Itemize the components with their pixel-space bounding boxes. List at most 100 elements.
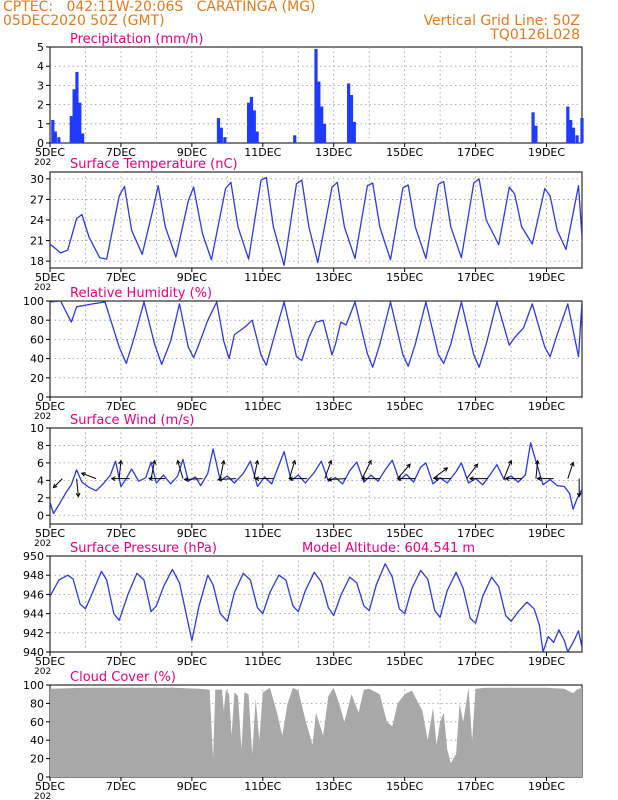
- precip-bar: [219, 127, 223, 143]
- precip-bar: [51, 119, 55, 143]
- precip-bar: [78, 102, 82, 143]
- wind-arrow: [177, 460, 184, 479]
- y-tick-label: 10: [30, 422, 44, 435]
- wind-arrow: [218, 478, 237, 481]
- panel-temp: 18 21 24 27 30 5DEC 7DEC 9DEC 11DEC 13DEC 15DEC 17D…: [30, 157, 583, 293]
- wind-arrow-head: [367, 459, 372, 465]
- precip-bar: [69, 116, 73, 143]
- wind-arrow-head: [254, 476, 260, 481]
- wind-arrow-head: [433, 476, 439, 481]
- y-tick-label: 20: [30, 372, 44, 385]
- x-year-label: 202: [34, 283, 51, 293]
- x-tick-label: 11DEC: [244, 780, 281, 793]
- x-tick-label: 13DEC: [315, 527, 352, 540]
- wind-arrow-head: [151, 459, 157, 465]
- precip-bar: [53, 131, 57, 143]
- x-tick-label: 9DEC: [177, 527, 207, 540]
- forecast-run-label: 05DEC2020 50Z (GMT): [3, 13, 165, 29]
- y-tick-label: 948: [23, 569, 44, 582]
- panel-frame: [49, 427, 583, 525]
- x-tick-label: 7DEC: [106, 655, 136, 668]
- temp-series-line: [50, 176, 582, 266]
- x-tick-label: 5DEC: [35, 271, 65, 284]
- x-tick-label: 7DEC: [106, 400, 136, 413]
- panel-rh: 0 20 40 60 80 100 5DEC 7DEC 9DEC 11DEC 13DEC 15DEC 1…: [23, 286, 583, 422]
- precip-bar: [293, 135, 297, 143]
- y-tick-label: 80: [30, 697, 44, 710]
- x-year-label: 202: [34, 792, 51, 800]
- pressure-series-line: [50, 563, 582, 652]
- y-tick-label: 40: [30, 353, 44, 366]
- y-tick-label: 0: [37, 137, 44, 150]
- precip-bar: [314, 48, 318, 143]
- y-tick-label: 100: [23, 295, 44, 308]
- x-tick-label: 11DEC: [244, 655, 281, 668]
- x-tick-label: 9DEC: [177, 780, 207, 793]
- y-tick-label: 2: [37, 492, 44, 505]
- wind-arrow-head: [327, 459, 333, 465]
- y-tick-label: 24: [30, 214, 44, 227]
- precip-bar: [320, 106, 324, 143]
- x-tick-label: 15DEC: [386, 780, 423, 793]
- y-tick-label: 18: [30, 255, 44, 268]
- y-tick-label: 0: [37, 509, 44, 522]
- x-tick-label: 7DEC: [106, 271, 136, 284]
- precip-bar: [531, 112, 535, 143]
- x-tick-label: 17DEC: [457, 527, 494, 540]
- model-altitude-label: Model Altitude: 604.541 m: [302, 541, 475, 556]
- wind-arrow: [535, 460, 539, 479]
- y-tick-label: 40: [30, 734, 44, 747]
- precip-bar: [349, 95, 354, 143]
- x-tick-label: 15DEC: [386, 400, 423, 413]
- y-tick-label: 4: [37, 60, 44, 73]
- wind-arrow-head: [443, 467, 449, 472]
- x-tick-label: 5DEC: [35, 400, 65, 413]
- x-tick-label: 15DEC: [386, 271, 423, 284]
- wind-arrow-head: [468, 476, 474, 481]
- x-tick-label: 17DEC: [457, 780, 494, 793]
- y-tick-label: 942: [23, 627, 44, 640]
- y-tick-label: 1: [37, 118, 44, 131]
- x-tick-label: 17DEC: [457, 400, 494, 413]
- wind-arrow-head: [148, 476, 153, 481]
- panel-title: Relative Humidity (%): [70, 286, 212, 301]
- panel-title: Cloud Cover (%): [70, 670, 176, 685]
- rh-series-line: [50, 301, 582, 368]
- wind-arrow-head: [176, 459, 181, 465]
- wind-arrow: [324, 460, 332, 479]
- wind-arrow-head: [360, 476, 366, 481]
- x-tick-label: 17DEC: [457, 655, 494, 668]
- y-tick-label: 0: [37, 391, 44, 404]
- x-tick-label: 5DEC: [35, 655, 65, 668]
- panel-precip: 0 1 2 3 4 5 5DEC 7DEC 9DEC 11DEC 13DEC 15DEC 17DEC 19…: [34, 32, 584, 168]
- grid-line-note: Vertical Grid Line: 50Z: [423, 13, 580, 29]
- x-tick-label: 11DEC: [244, 271, 281, 284]
- model-id-label: TQ0126L028: [490, 27, 580, 43]
- precip-bar: [255, 131, 259, 143]
- precip-bar: [322, 123, 327, 143]
- x-tick-label: 13DEC: [315, 655, 352, 668]
- precip-bar: [566, 106, 570, 143]
- wind-arrow-head: [217, 477, 223, 482]
- x-tick-label: 5DEC: [35, 527, 65, 540]
- wind-arrow: [361, 460, 372, 479]
- y-tick-label: 3: [37, 79, 44, 92]
- wind-arrow-head: [576, 492, 582, 498]
- y-tick-label: 8: [37, 439, 44, 452]
- y-tick-label: 940: [23, 646, 44, 659]
- x-tick-label: 17DEC: [457, 146, 494, 159]
- x-tick-label: 15DEC: [386, 655, 423, 668]
- x-year-label: 202: [34, 158, 51, 168]
- panel-title: Surface Wind (m/s): [70, 413, 194, 428]
- wind-arrow-head: [535, 459, 540, 465]
- wind-arrow: [150, 460, 156, 479]
- x-tick-label: 19DEC: [528, 527, 565, 540]
- y-tick-label: 27: [30, 193, 44, 206]
- cloud-cover-area: [50, 687, 582, 777]
- x-tick-label: 11DEC: [244, 146, 281, 159]
- wind-arrow-head: [183, 477, 189, 482]
- y-tick-label: 100: [23, 679, 44, 692]
- x-year-label: 202: [34, 539, 51, 549]
- precip-bar: [72, 89, 76, 143]
